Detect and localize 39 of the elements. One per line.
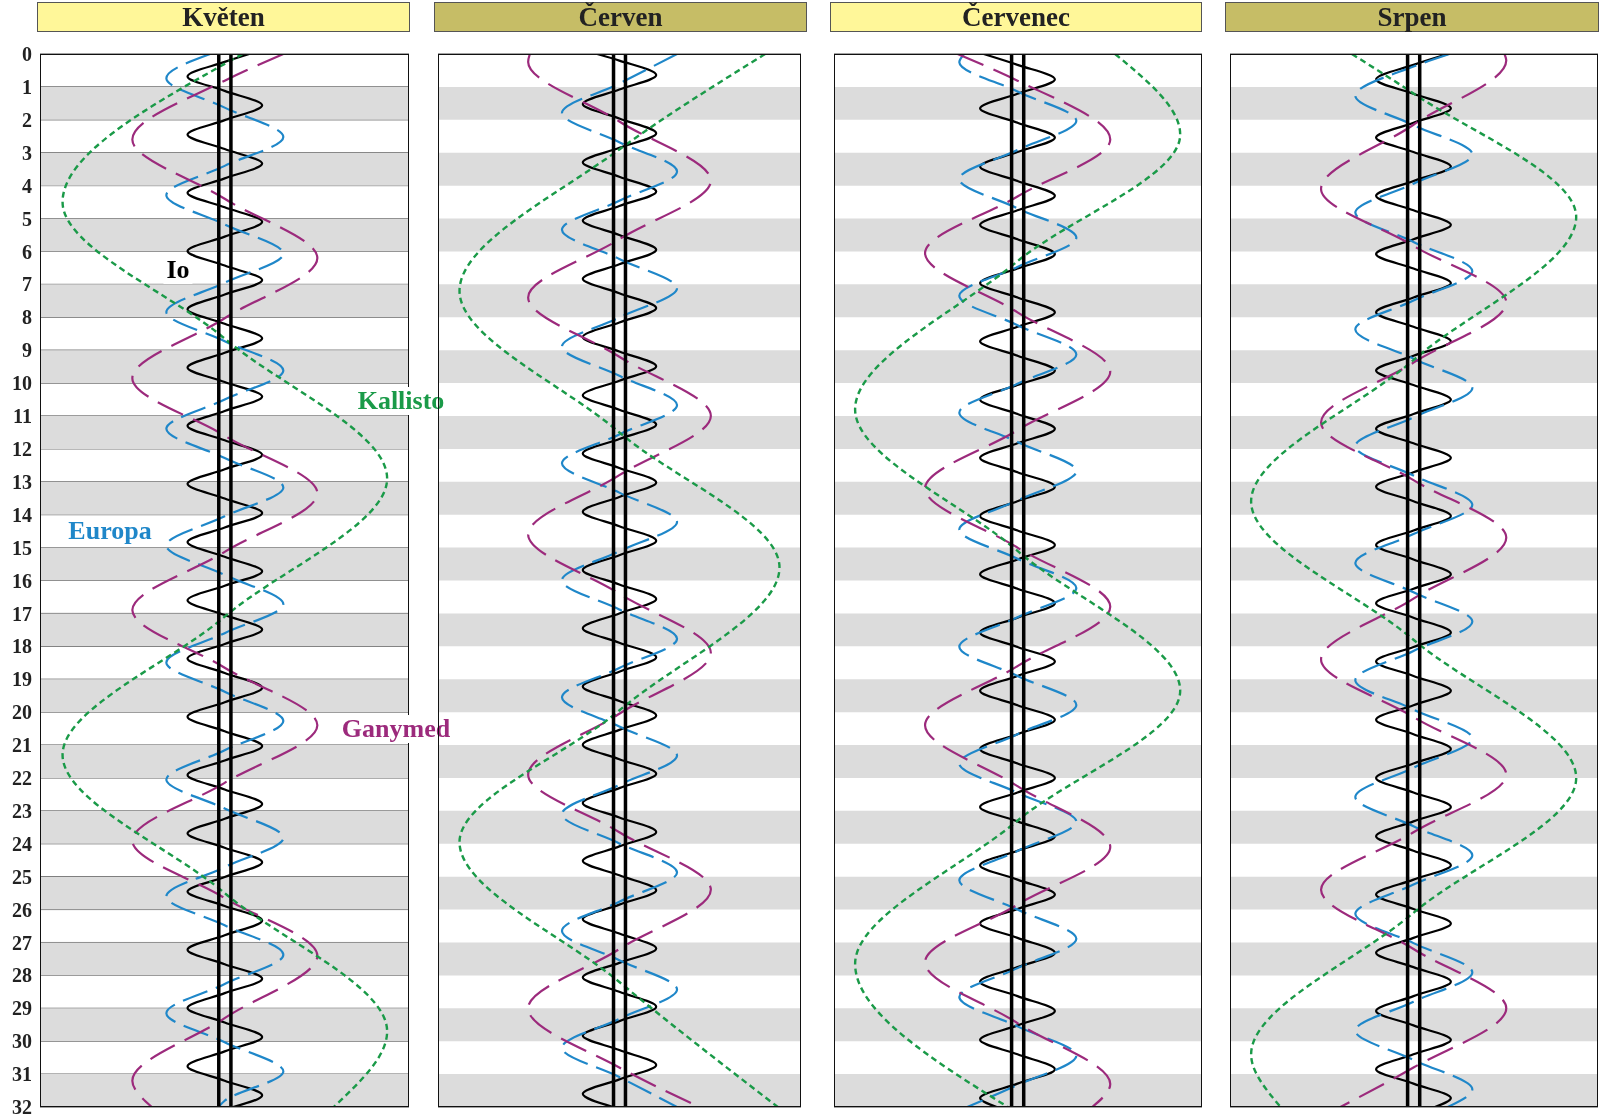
y-tick-label: 16 — [12, 569, 32, 592]
y-tick-label: 20 — [12, 701, 32, 724]
y-tick-label: 25 — [12, 865, 32, 888]
y-tick-label: 8 — [22, 306, 32, 329]
y-tick-label: 26 — [12, 898, 32, 921]
y-tick-label: 5 — [22, 207, 32, 230]
y-tick-label: 27 — [12, 931, 32, 954]
y-tick-label: 9 — [22, 339, 32, 362]
y-tick-label: 12 — [12, 437, 32, 460]
chart-title: Srpen — [1377, 1, 1447, 33]
y-tick-label: 29 — [12, 997, 32, 1020]
y-tick-label: 21 — [12, 734, 32, 757]
y-tick-label: 10 — [12, 372, 32, 395]
y-tick-label: 13 — [12, 470, 32, 493]
y-tick-label: 14 — [12, 503, 32, 526]
series-label: Europa — [65, 516, 155, 545]
y-tick-label: 17 — [12, 602, 32, 625]
y-tick-label: 30 — [12, 1030, 32, 1053]
y-tick-label: 11 — [13, 405, 32, 428]
y-tick-label: 4 — [22, 174, 32, 197]
y-tick-label: 7 — [22, 273, 32, 296]
chart-title: Červenec — [962, 1, 1070, 33]
series-label: Io — [163, 255, 193, 284]
y-tick-label: 24 — [12, 832, 32, 855]
y-tick-label: 19 — [12, 668, 32, 691]
y-tick-label: 3 — [22, 141, 32, 164]
y-tick-label: 22 — [12, 767, 32, 790]
y-tick-label: 23 — [12, 799, 32, 822]
y-tick-label: 1 — [22, 76, 32, 99]
chart-title: Květen — [182, 1, 265, 33]
y-tick-label: 31 — [12, 1063, 32, 1086]
y-tick-label: 0 — [22, 43, 32, 66]
y-tick-label: 15 — [12, 536, 32, 559]
y-tick-label: 32 — [12, 1096, 32, 1118]
y-tick-label: 6 — [22, 240, 32, 263]
y-tick-label: 28 — [12, 964, 32, 987]
y-tick-label: 18 — [12, 635, 32, 658]
chart-title: Červen — [578, 1, 663, 33]
y-tick-label: 2 — [22, 108, 32, 131]
